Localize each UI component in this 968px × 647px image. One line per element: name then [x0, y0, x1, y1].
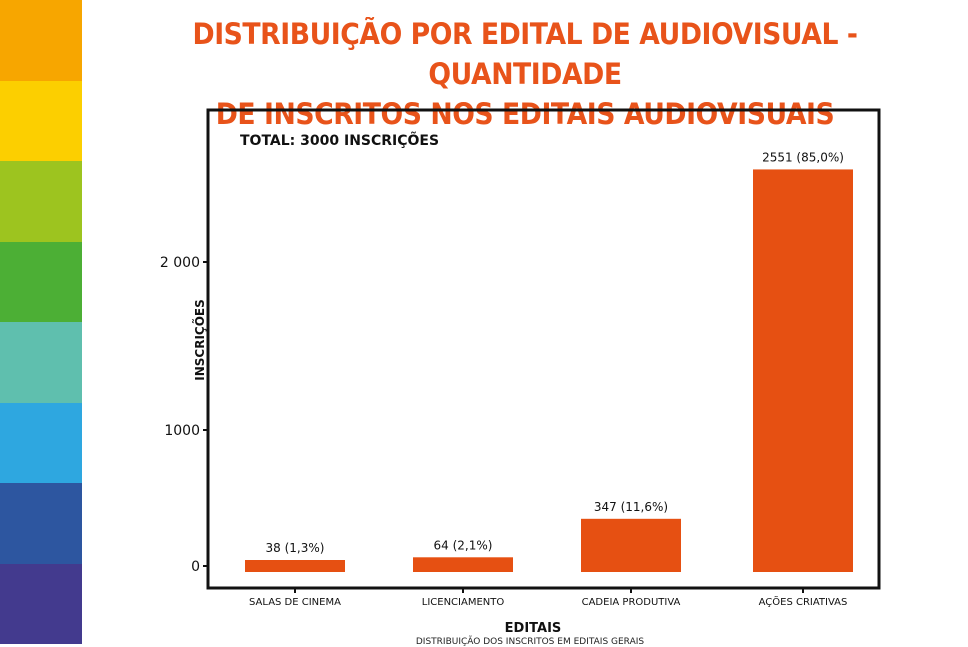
- y-tick-label: 0: [191, 559, 200, 575]
- x-tick-label: AÇÕES CRIATIVAS: [759, 595, 848, 608]
- bar: [245, 560, 345, 572]
- x-tick-label: LICENCIAMENTO: [422, 597, 505, 608]
- strip-band: [0, 402, 82, 483]
- strip-band: [0, 0, 82, 81]
- plot-frame: [206, 108, 881, 590]
- y-axis-label: INSCRIÇÕES: [192, 299, 207, 381]
- strip-band: [0, 161, 82, 242]
- strip-band: [0, 322, 82, 403]
- strip-band: [0, 241, 82, 322]
- bar: [413, 557, 513, 572]
- x-tick-label: SALAS DE CINEMA: [249, 597, 341, 608]
- bar-data-label: 2551 (85,0%): [762, 150, 844, 164]
- title-line-2: DE INSCRITOS NOS EDITAIS AUDIOVISUAIS: [215, 97, 835, 131]
- strip-band: [0, 563, 82, 644]
- total-annotation: TOTAL: 3000 INSCRIÇÕES: [240, 131, 439, 149]
- x-axis-label: EDITAIS: [505, 621, 562, 636]
- y-tick-label: 1000: [164, 423, 200, 439]
- bar-data-label: 38 (1,3%): [266, 541, 325, 555]
- page-title: DISTRIBUIÇÃO POR EDITAL DE AUDIOVISUAL -…: [117, 14, 932, 134]
- bar: [581, 518, 681, 572]
- color-strip: [0, 0, 82, 644]
- x-tick-label: CADEIA PRODUTIVA: [582, 597, 681, 608]
- chart-subtitle: DISTRIBUIÇÃO DOS INSCRITOS EM EDITAIS GE…: [415, 637, 645, 647]
- y-tick-label: 2 000: [160, 255, 200, 271]
- bar: [753, 169, 853, 572]
- bar-data-label: 347 (11,6%): [594, 500, 668, 514]
- strip-band: [0, 483, 82, 564]
- bar-data-label: 64 (2,1%): [434, 538, 493, 552]
- title-line-1: DISTRIBUIÇÃO POR EDITAL DE AUDIOVISUAL -…: [192, 17, 858, 91]
- strip-band: [0, 80, 82, 161]
